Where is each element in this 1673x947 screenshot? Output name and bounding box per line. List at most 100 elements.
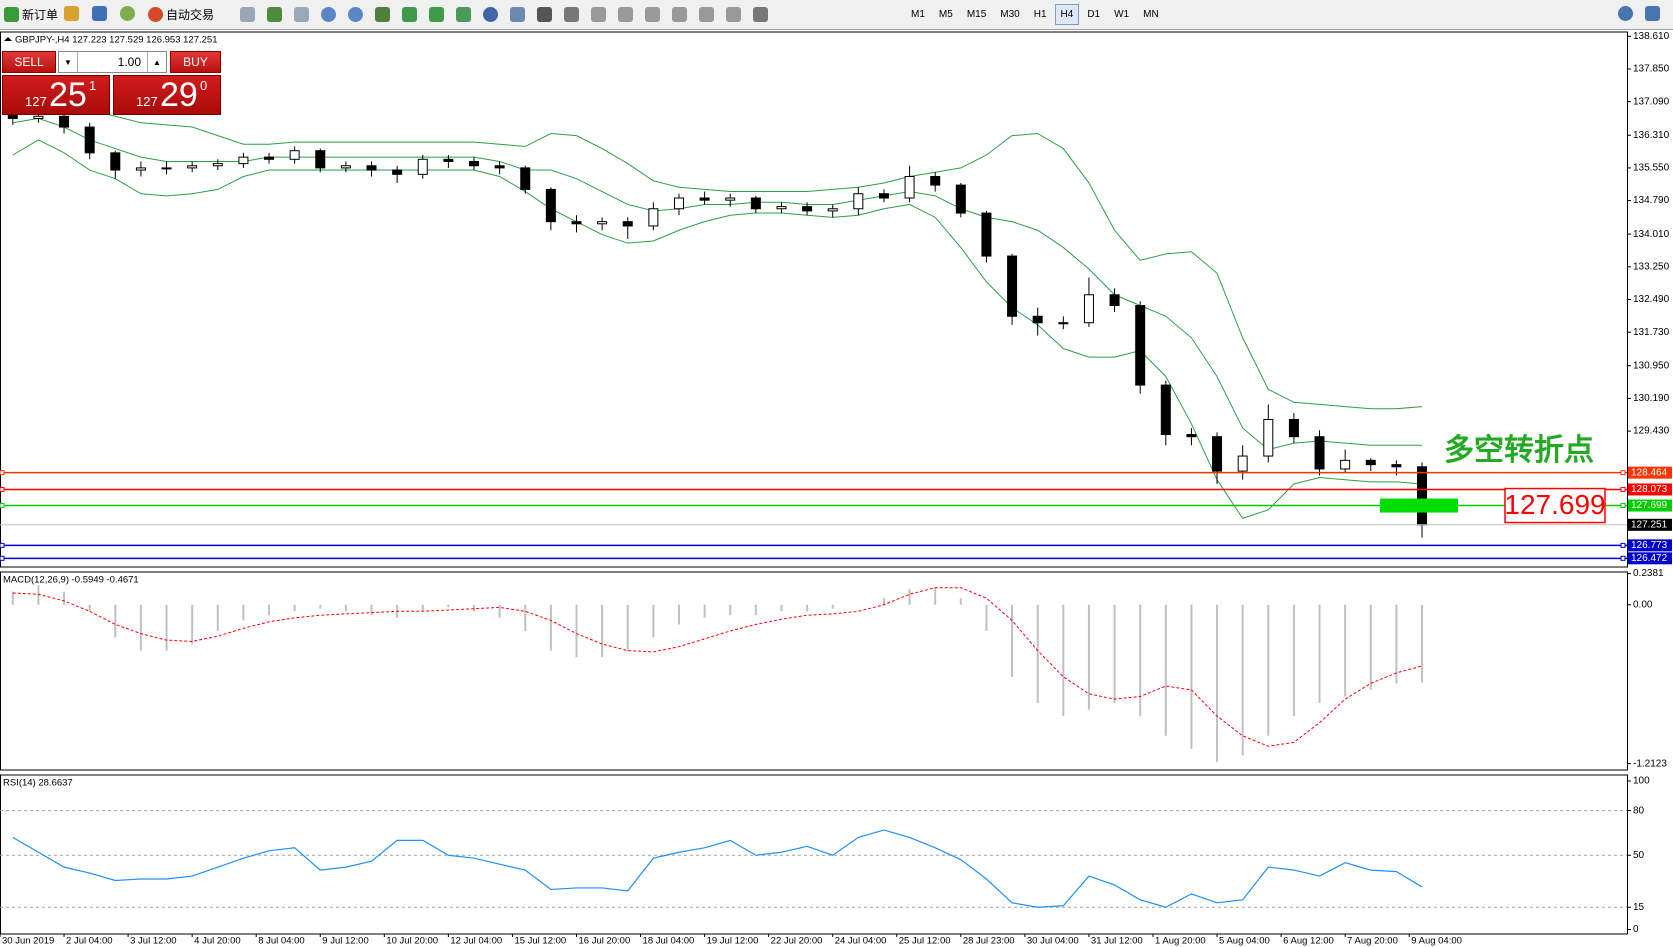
pivot-box — [1504, 487, 1606, 524]
tool-icon[interactable] — [483, 7, 498, 22]
tool-icon[interactable] — [753, 7, 768, 22]
new-order-button[interactable]: 新订单 — [4, 6, 58, 23]
candle-body — [545, 188, 556, 223]
tool-icon[interactable] — [64, 6, 79, 21]
tool-icon[interactable] — [402, 7, 417, 22]
panel-title: MACD(12,26,9) -0.5949 -0.4671 — [3, 575, 139, 586]
timeframe-button[interactable]: W1 — [1114, 9, 1130, 20]
timeframe-button[interactable]: H4 — [1054, 4, 1080, 25]
level-handle — [0, 542, 5, 548]
tool-icon[interactable] — [699, 7, 714, 22]
x-tick-label: 4 Jul 20:00 — [194, 936, 240, 947]
candle-body — [443, 158, 454, 162]
candle-body — [1288, 418, 1299, 438]
timeframe-button[interactable]: H1 — [1033, 9, 1047, 20]
sell-button[interactable]: SELL — [2, 51, 56, 73]
tool-icon[interactable] — [429, 7, 444, 22]
tool-icon[interactable] — [456, 7, 471, 22]
tool-icon[interactable] — [375, 7, 390, 22]
timeframe-button[interactable]: MN — [1143, 9, 1159, 20]
candle-body — [1160, 384, 1171, 436]
y-tick-label: 130.190 — [1633, 393, 1670, 404]
x-tick-label: 5 Aug 04:00 — [1219, 936, 1270, 947]
candle-body — [1186, 434, 1197, 438]
candle-body — [776, 206, 787, 210]
y-tick-label: 134.790 — [1633, 195, 1670, 206]
candle-body — [212, 163, 223, 167]
candle-body — [1391, 464, 1402, 468]
lot-input[interactable]: ▼ 1.00 ▲ — [58, 51, 167, 73]
level-handle — [1620, 470, 1626, 476]
tool-icon[interactable] — [321, 7, 336, 22]
candle-body — [878, 193, 889, 199]
tool-icon[interactable] — [294, 7, 309, 22]
tool-icon[interactable] — [120, 6, 135, 21]
tool-icon[interactable] — [564, 7, 579, 22]
x-tick-label: 18 Jul 04:00 — [643, 936, 695, 947]
candle-body — [1365, 459, 1376, 466]
x-tick-label: 24 Jul 04:00 — [835, 936, 887, 947]
y-tick-label: 130.950 — [1633, 360, 1670, 371]
level-label: 126.773 — [1631, 540, 1668, 551]
x-tick-label: 25 Jul 12:00 — [899, 936, 951, 947]
lot-value: 1.00 — [117, 55, 141, 69]
buy-price[interactable]: 127 29 0 — [113, 75, 221, 115]
tool-icon[interactable] — [510, 7, 525, 22]
tool-icon[interactable] — [348, 7, 363, 22]
tool-icon[interactable] — [618, 7, 633, 22]
tool-icon[interactable] — [1645, 6, 1660, 21]
candle-body — [187, 165, 198, 169]
buy-button[interactable]: BUY — [170, 51, 221, 73]
candle-body — [1135, 305, 1146, 386]
candle-body — [1083, 294, 1094, 324]
timeframe-button[interactable]: D1 — [1087, 9, 1101, 20]
tool-icon[interactable] — [645, 7, 660, 22]
timeframe-button[interactable]: M1 — [911, 9, 925, 20]
panel-title: GBPJPY-,H4 127.223 127.529 126.953 127.2… — [15, 35, 217, 46]
y-tick-label: 80 — [1633, 805, 1645, 816]
y-tick-label: 136.310 — [1633, 130, 1670, 141]
level-label-box — [1628, 539, 1672, 552]
bollinger-band — [12, 117, 1423, 451]
sell-price[interactable]: 127 25 1 — [2, 75, 110, 115]
level-label: 126.472 — [1631, 553, 1668, 564]
candle-body — [1340, 459, 1351, 470]
lot-up[interactable]: ▲ — [147, 52, 166, 72]
x-tick-label: 31 Jul 12:00 — [1091, 936, 1143, 947]
timeframe-button[interactable]: M15 — [966, 9, 987, 20]
y-tick-label: 137.090 — [1633, 96, 1670, 107]
candle-body — [827, 208, 838, 212]
timeframe-button[interactable]: M30 — [1000, 9, 1020, 20]
panel-frame — [0, 774, 1628, 935]
panel-frame — [0, 31, 1628, 568]
candle-body — [955, 184, 966, 214]
timeframe-button[interactable]: M5 — [938, 9, 953, 20]
candle-body — [1417, 466, 1428, 526]
candle-body — [622, 221, 633, 227]
tool-icon[interactable] — [267, 7, 282, 22]
pivot-marker — [1380, 498, 1458, 513]
y-tick-label: 129.430 — [1633, 426, 1670, 437]
tool-icon[interactable] — [92, 6, 107, 21]
candle-body — [1263, 418, 1274, 457]
search-icon[interactable] — [1618, 6, 1633, 21]
candle-body — [135, 167, 146, 171]
auto-trading-button[interactable]: 自动交易 — [148, 6, 214, 23]
level-handle — [0, 555, 5, 561]
x-tick-label: 30 Jul 04:00 — [1027, 936, 1079, 947]
level-handle — [1620, 555, 1626, 561]
tool-icon[interactable] — [240, 7, 255, 22]
x-tick-label: 1 Aug 20:00 — [1155, 936, 1206, 947]
candle-body — [699, 197, 710, 201]
lot-down[interactable]: ▼ — [59, 52, 78, 72]
tool-icon[interactable] — [591, 7, 606, 22]
price-main: 29 — [160, 76, 198, 114]
candle-body — [648, 208, 659, 227]
x-tick-label: 2 Jul 04:00 — [66, 936, 112, 947]
x-tick-label: 30 Jun 2019 — [2, 936, 54, 947]
tool-icon[interactable] — [537, 7, 552, 22]
candle-body — [1007, 255, 1018, 317]
tool-icon[interactable] — [672, 7, 687, 22]
bollinger-band — [12, 92, 1423, 410]
tool-icon[interactable] — [726, 7, 741, 22]
